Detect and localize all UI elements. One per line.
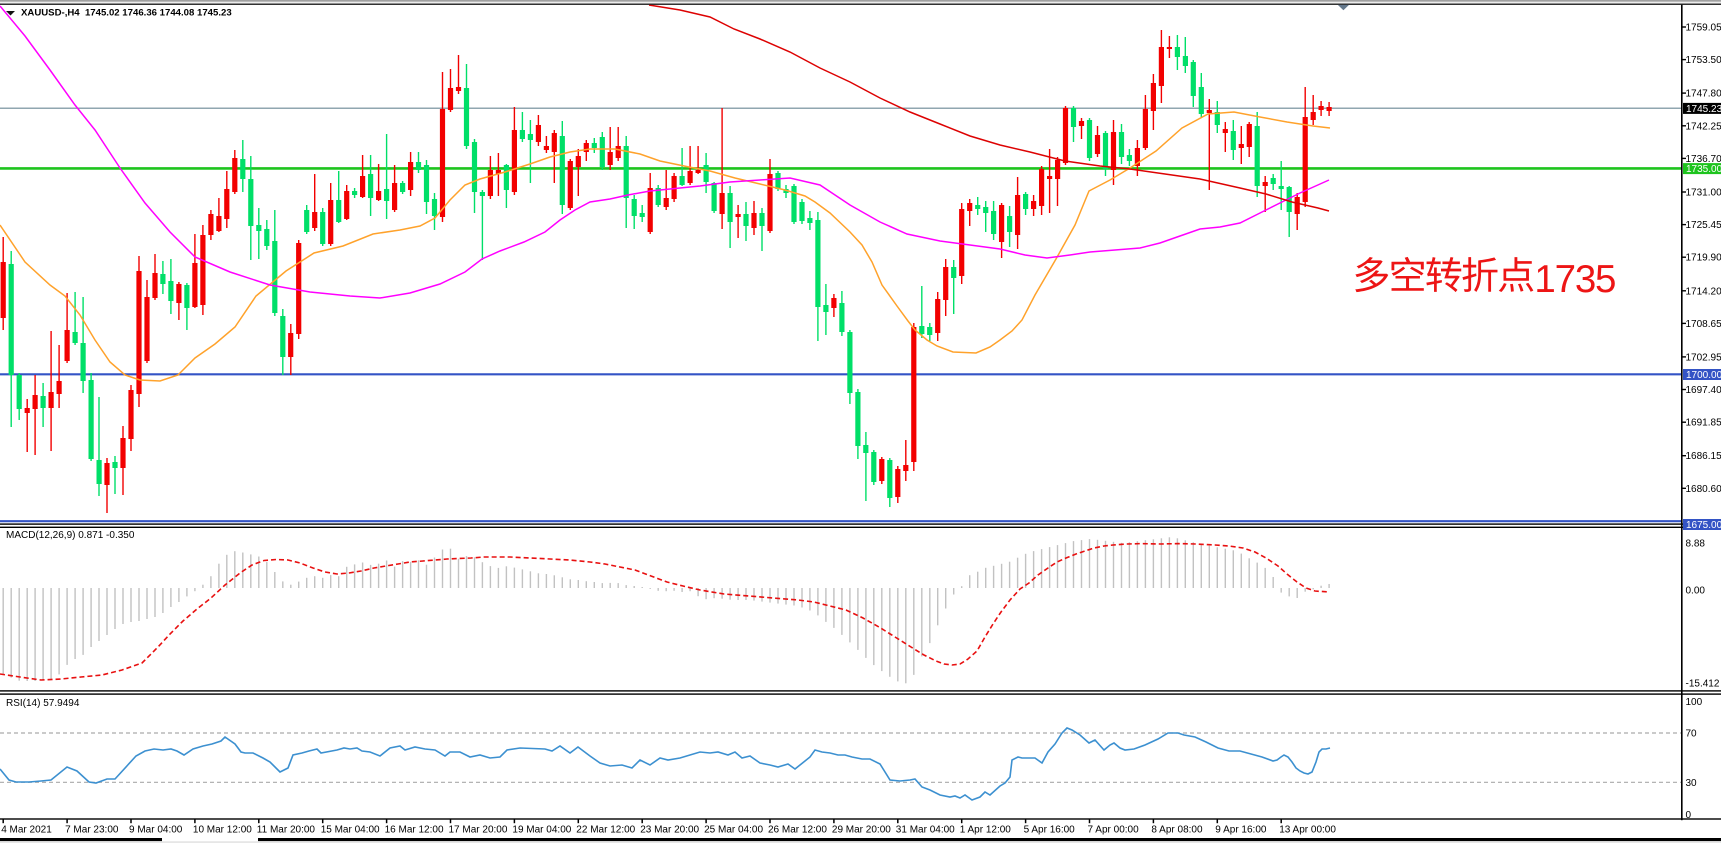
svg-text:5 Apr 16:00: 5 Apr 16:00 [1024,824,1076,835]
svg-text:MACD(12,26,9) 0.871 -0.350: MACD(12,26,9) 0.871 -0.350 [6,530,135,541]
svg-text:1700.00: 1700.00 [1686,370,1721,381]
svg-text:1 Apr 12:00: 1 Apr 12:00 [960,824,1012,835]
svg-text:11 Mar 20:00: 11 Mar 20:00 [257,824,316,835]
svg-text:0: 0 [1686,810,1692,821]
svg-text:1759.05: 1759.05 [1686,23,1721,34]
svg-text:9 Apr 16:00: 9 Apr 16:00 [1215,824,1267,835]
svg-text:1753.50: 1753.50 [1686,55,1721,66]
svg-text:31 Mar 04:00: 31 Mar 04:00 [896,824,955,835]
svg-text:-15.412: -15.412 [1686,679,1720,690]
svg-text:1708.65: 1708.65 [1686,319,1721,330]
svg-text:13 Apr 00:00: 13 Apr 00:00 [1279,824,1336,835]
svg-text:70: 70 [1686,729,1698,740]
svg-text:0.00: 0.00 [1686,586,1706,597]
svg-text:25 Mar 04:00: 25 Mar 04:00 [704,824,763,835]
svg-text:10 Mar 12:00: 10 Mar 12:00 [193,824,252,835]
svg-text:7 Mar 23:00: 7 Mar 23:00 [65,824,119,835]
svg-text:8.88: 8.88 [1686,539,1706,550]
svg-text:1725.45: 1725.45 [1686,220,1721,231]
svg-text:1742.25: 1742.25 [1686,121,1721,132]
svg-text:29 Mar 20:00: 29 Mar 20:00 [832,824,891,835]
svg-text:4 Mar 2021: 4 Mar 2021 [1,824,52,835]
svg-text:1714.20: 1714.20 [1686,286,1721,297]
svg-text:1735.00: 1735.00 [1686,164,1721,175]
svg-text:1675.00: 1675.00 [1686,520,1721,531]
svg-text:1731.00: 1731.00 [1686,188,1721,199]
svg-text:17 Mar 20:00: 17 Mar 20:00 [449,824,508,835]
svg-text:23 Mar 20:00: 23 Mar 20:00 [640,824,699,835]
svg-text:XAUUSD-,H4 1745.02 1746.36 17: XAUUSD-,H4 1745.02 1746.36 1744.08 1745.… [21,7,232,18]
svg-text:7 Apr 00:00: 7 Apr 00:00 [1088,824,1140,835]
svg-text:1686.15: 1686.15 [1686,451,1721,462]
svg-text:22 Mar 12:00: 22 Mar 12:00 [576,824,635,835]
svg-text:8 Apr 08:00: 8 Apr 08:00 [1151,824,1203,835]
svg-text:1697.40: 1697.40 [1686,385,1721,396]
svg-text:1702.95: 1702.95 [1686,352,1721,363]
svg-text:1745.23: 1745.23 [1686,104,1721,115]
svg-text:26 Mar 12:00: 26 Mar 12:00 [768,824,827,835]
svg-text:15 Mar 04:00: 15 Mar 04:00 [321,824,380,835]
svg-text:1747.80: 1747.80 [1686,89,1721,100]
svg-text:16 Mar 12:00: 16 Mar 12:00 [385,824,444,835]
svg-text:9 Mar 04:00: 9 Mar 04:00 [129,824,183,835]
svg-text:19 Mar 04:00: 19 Mar 04:00 [512,824,571,835]
svg-text:1680.60: 1680.60 [1686,484,1721,495]
svg-text:1719.90: 1719.90 [1686,253,1721,264]
svg-text:1736.70: 1736.70 [1686,154,1721,165]
svg-text:30: 30 [1686,778,1698,789]
svg-text:RSI(14) 57.9494: RSI(14) 57.9494 [6,698,80,709]
svg-text:1691.85: 1691.85 [1686,418,1721,429]
svg-text:100: 100 [1686,697,1703,708]
svg-text:1735: 1735 [1534,258,1615,301]
